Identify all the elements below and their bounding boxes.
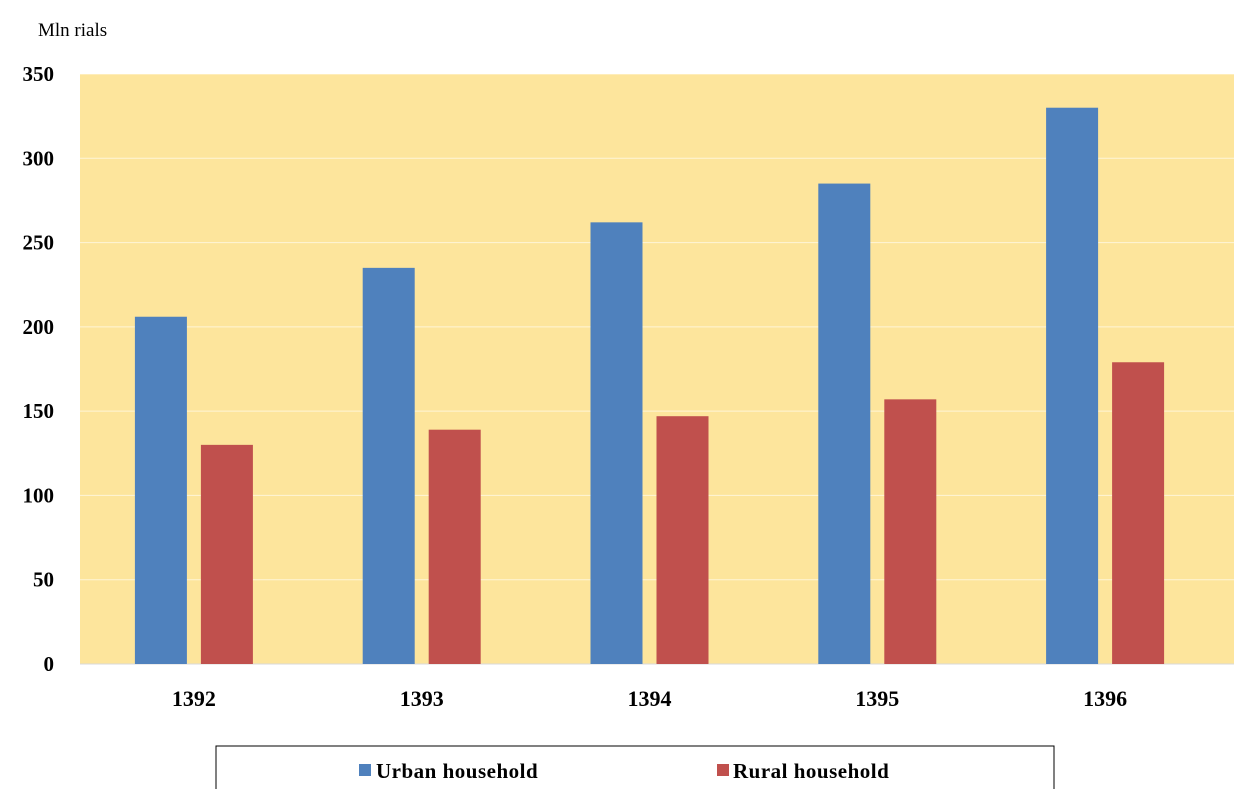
- y-tick-label: 100: [23, 483, 55, 507]
- x-tick-label: 1394: [628, 686, 672, 711]
- bar-rural-1392: [200, 444, 253, 664]
- y-axis-ticks: 0 50 100 150 200 250 300 350: [23, 62, 55, 676]
- bars: [134, 107, 1165, 665]
- x-tick-label: 1395: [855, 686, 899, 711]
- bar-rural-1396: [1112, 362, 1165, 664]
- bar-rural-1395: [884, 399, 937, 664]
- legend-swatch-urban: [359, 764, 371, 776]
- y-tick-label: 50: [33, 568, 54, 592]
- bar-urban-1396: [1046, 107, 1099, 664]
- bar-rural-1394: [656, 416, 709, 664]
- y-tick-label: 0: [44, 652, 55, 676]
- legend-box: [215, 745, 1055, 789]
- bar-urban-1394: [590, 222, 643, 665]
- x-tick-label: 1393: [400, 686, 444, 711]
- bar-urban-1395: [818, 183, 871, 665]
- y-tick-label: 350: [23, 62, 55, 86]
- y-tick-label: 150: [23, 399, 55, 423]
- x-tick-label: 1392: [172, 686, 216, 711]
- y-unit-label: Mln rials: [38, 20, 107, 41]
- legend-label-urban: Urban household: [376, 759, 538, 783]
- bar-urban-1392: [134, 316, 187, 664]
- legend: Urban household Rural household: [215, 745, 1055, 789]
- y-tick-label: 300: [23, 146, 55, 170]
- y-tick-label: 250: [23, 231, 55, 255]
- legend-label-rural: Rural household: [733, 759, 889, 783]
- x-axis-ticks: 1392 1393 1394 1395 1396: [172, 686, 1127, 711]
- x-tick-label: 1396: [1083, 686, 1127, 711]
- y-tick-label: 200: [23, 315, 55, 339]
- bar-urban-1393: [362, 267, 415, 664]
- bar-rural-1393: [428, 429, 481, 664]
- legend-swatch-rural: [717, 764, 729, 776]
